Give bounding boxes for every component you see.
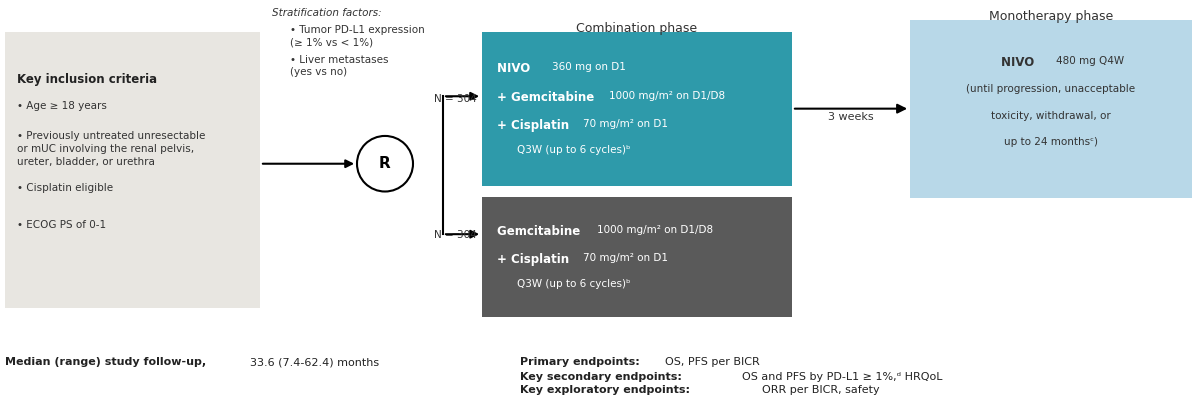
Text: Combination phase: Combination phase [576, 22, 697, 35]
Text: Key exploratory endpoints:: Key exploratory endpoints: [520, 385, 694, 395]
Text: up to 24 monthsᶜ): up to 24 monthsᶜ) [1004, 137, 1098, 147]
Text: 1000 mg/m² on D1/D8: 1000 mg/m² on D1/D8 [598, 225, 713, 235]
Text: N = 304: N = 304 [434, 230, 478, 240]
Text: • Tumor PD-L1 expression
(≥ 1% vs < 1%): • Tumor PD-L1 expression (≥ 1% vs < 1%) [290, 25, 425, 47]
Text: OS, PFS per BICR: OS, PFS per BICR [665, 357, 760, 367]
Text: 70 mg/m² on D1: 70 mg/m² on D1 [583, 119, 668, 129]
Text: Primary endpoints:: Primary endpoints: [520, 357, 643, 367]
Text: 1000 mg/m² on D1/D8: 1000 mg/m² on D1/D8 [610, 91, 725, 101]
Circle shape [358, 136, 413, 191]
Text: (until progression, unacceptable: (until progression, unacceptable [966, 84, 1135, 94]
Text: Monotherapy phase: Monotherapy phase [989, 10, 1114, 23]
Text: 70 mg/m² on D1: 70 mg/m² on D1 [583, 253, 668, 263]
FancyBboxPatch shape [5, 32, 260, 308]
Text: 480 mg Q4W: 480 mg Q4W [1056, 56, 1124, 66]
Text: • Age ≥ 18 years: • Age ≥ 18 years [17, 101, 107, 111]
Text: R: R [379, 156, 391, 171]
Text: Key inclusion criteria: Key inclusion criteria [17, 73, 157, 87]
Text: Key secondary endpoints:: Key secondary endpoints: [520, 372, 685, 382]
Text: • Previously untreated unresectable
or mUC involving the renal pelvis,
ureter, b: • Previously untreated unresectable or m… [17, 131, 205, 168]
Text: + Cisplatin: + Cisplatin [497, 119, 574, 132]
Text: Q3W (up to 6 cycles)ᵇ: Q3W (up to 6 cycles)ᵇ [517, 145, 630, 155]
Text: + Gemcitabine: + Gemcitabine [497, 91, 599, 104]
Text: 360 mg on D1: 360 mg on D1 [552, 62, 626, 71]
Text: NIVO: NIVO [1001, 56, 1038, 69]
Text: OS and PFS by PD-L1 ≥ 1%,ᵈ HRQoL: OS and PFS by PD-L1 ≥ 1%,ᵈ HRQoL [742, 372, 942, 382]
Text: Median (range) study follow-up,: Median (range) study follow-up, [5, 357, 210, 367]
FancyBboxPatch shape [482, 32, 792, 185]
Text: toxicity, withdrawal, or: toxicity, withdrawal, or [991, 111, 1111, 121]
Text: ORR per BICR, safety: ORR per BICR, safety [762, 385, 880, 395]
FancyBboxPatch shape [482, 197, 792, 316]
Text: Q3W (up to 6 cycles)ᵇ: Q3W (up to 6 cycles)ᵇ [517, 279, 630, 289]
Text: Gemcitabine: Gemcitabine [497, 225, 584, 238]
Text: Stratification factors:: Stratification factors: [272, 8, 382, 18]
Text: NIVO: NIVO [497, 62, 534, 75]
Text: • ECOG PS of 0-1: • ECOG PS of 0-1 [17, 220, 106, 230]
Text: 3 weeks: 3 weeks [828, 112, 874, 121]
FancyBboxPatch shape [910, 20, 1192, 198]
Text: + Cisplatin: + Cisplatin [497, 253, 574, 266]
Text: 33.6 (7.4-62.4) months: 33.6 (7.4-62.4) months [250, 357, 379, 367]
Text: N = 304: N = 304 [434, 94, 478, 104]
Text: • Cisplatin eligible: • Cisplatin eligible [17, 183, 113, 193]
Text: • Liver metastases
(yes vs no): • Liver metastases (yes vs no) [290, 54, 389, 77]
